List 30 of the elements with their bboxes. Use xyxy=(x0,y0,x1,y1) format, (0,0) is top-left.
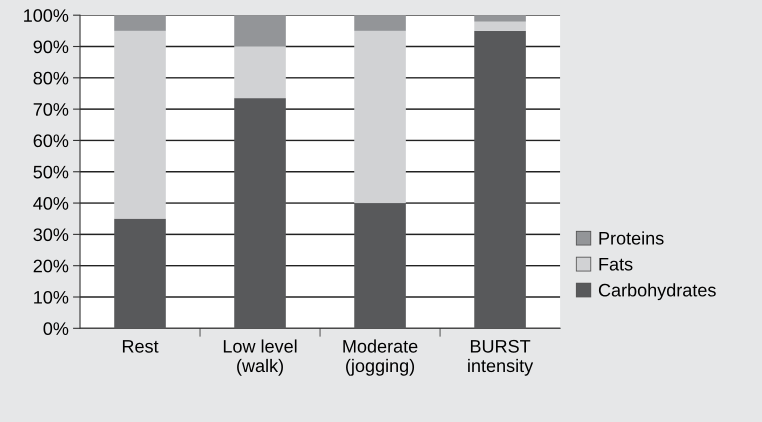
bar xyxy=(114,15,166,31)
bar xyxy=(234,15,286,47)
bar xyxy=(474,15,526,22)
bar xyxy=(474,21,526,31)
legend-label: Fats xyxy=(599,258,632,271)
y-tick-label: 50% xyxy=(33,166,68,178)
bar xyxy=(114,218,166,328)
bar xyxy=(234,98,286,328)
bar xyxy=(354,203,406,328)
y-tick-label: 100% xyxy=(24,9,68,22)
y-tick-label: 90% xyxy=(34,40,68,54)
legend-label: Carbohydrates xyxy=(598,283,716,300)
y-tick-label: 20% xyxy=(34,260,68,272)
x-tick-label: Moderate (jogging) xyxy=(343,339,418,376)
y-tick-label: 70% xyxy=(34,103,68,116)
bar xyxy=(354,30,406,204)
bar xyxy=(234,46,286,98)
x-tick-label: Low level (walk) xyxy=(224,339,296,376)
y-tick-label: 40% xyxy=(33,197,68,210)
y-tick-label: 60% xyxy=(34,134,68,148)
legend-label: Proteins xyxy=(599,231,664,245)
bar xyxy=(354,15,406,31)
y-tick-label: 80% xyxy=(34,72,68,85)
x-tick-label: Rest xyxy=(122,340,158,353)
y-tick-label: 0% xyxy=(44,322,68,336)
y-tick-label: 30% xyxy=(33,228,68,242)
bar xyxy=(114,30,166,219)
bar xyxy=(474,30,526,328)
x-tick-label: BURST intensity xyxy=(468,340,534,376)
y-tick-label: 10% xyxy=(34,290,68,304)
